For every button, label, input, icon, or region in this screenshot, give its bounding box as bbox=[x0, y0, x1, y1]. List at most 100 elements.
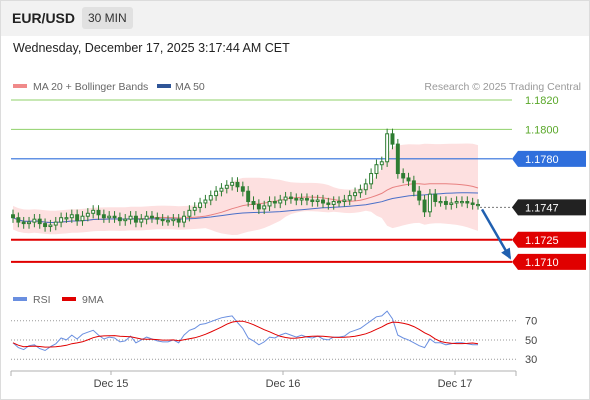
last-level-tag bbox=[512, 199, 586, 216]
price-levels bbox=[11, 99, 516, 263]
candle-body bbox=[256, 203, 261, 210]
candlestick bbox=[144, 211, 149, 225]
candlestick bbox=[278, 194, 283, 209]
candlestick bbox=[363, 178, 368, 195]
candle-body bbox=[427, 193, 432, 213]
candle-body bbox=[96, 209, 101, 216]
candlestick bbox=[256, 199, 261, 215]
bollinger-bands bbox=[13, 143, 478, 235]
candlestick bbox=[230, 177, 235, 191]
candle-body bbox=[454, 201, 459, 204]
timeframe-selector[interactable]: 30 MIN bbox=[82, 7, 133, 29]
resistance-level-label: 1.1820 bbox=[525, 95, 559, 107]
candle-body bbox=[133, 215, 138, 223]
candlestick bbox=[192, 202, 197, 216]
candle-body bbox=[27, 221, 32, 225]
candle-body bbox=[107, 215, 112, 219]
candle-body bbox=[171, 218, 176, 222]
candlestick bbox=[411, 175, 416, 197]
candle-body bbox=[347, 195, 352, 201]
candle-body bbox=[64, 217, 69, 220]
candlestick bbox=[59, 212, 64, 228]
candle-body bbox=[240, 186, 245, 192]
candlestick bbox=[235, 177, 240, 192]
candlestick bbox=[117, 212, 122, 226]
ma50-legend-label: MA 50 bbox=[175, 81, 205, 93]
candlestick bbox=[219, 183, 224, 197]
candlestick bbox=[123, 214, 128, 226]
level-labels: 1.1820 1.1800 1.1780 1.1747 1.1725 1.1710 bbox=[512, 95, 586, 270]
candlestick bbox=[294, 193, 299, 206]
candle-body bbox=[342, 199, 347, 203]
candlestick bbox=[427, 189, 432, 217]
moving-averages bbox=[12, 183, 479, 224]
x-tick-label: Dec 17 bbox=[438, 378, 473, 390]
pivot-level-label: 1.1780 bbox=[525, 154, 559, 166]
candlestick bbox=[85, 208, 90, 222]
candle-body bbox=[251, 201, 256, 205]
candle-body bbox=[379, 161, 384, 166]
candlestick bbox=[315, 194, 320, 207]
candle-body bbox=[166, 220, 170, 223]
candle-body bbox=[139, 218, 144, 223]
rsi-tick-label: 30 bbox=[525, 354, 537, 366]
candle-body bbox=[443, 201, 448, 205]
last-level-label: 1.1747 bbox=[525, 202, 559, 214]
candle-body bbox=[43, 223, 48, 228]
forecast-arrow-shaft bbox=[480, 208, 512, 259]
rsi-line bbox=[12, 310, 478, 352]
candle-body bbox=[272, 201, 277, 204]
candle-body bbox=[476, 203, 480, 207]
candle-body bbox=[155, 217, 160, 220]
candle-body bbox=[406, 177, 411, 182]
candlestick bbox=[16, 212, 21, 228]
candlestick bbox=[288, 191, 293, 204]
timestamp: Wednesday, December 17, 2025 3:17:44 AM … bbox=[13, 41, 290, 55]
candlestick bbox=[37, 214, 42, 229]
forecast-arrow-head bbox=[501, 247, 512, 260]
candlestick bbox=[214, 186, 219, 201]
main-legend: MA 20 + Bollinger Bands MA 50 Research ©… bbox=[13, 81, 581, 93]
candlestick bbox=[342, 194, 347, 207]
candle-body bbox=[433, 193, 438, 203]
candlestick bbox=[160, 214, 165, 226]
candle-body bbox=[128, 215, 133, 220]
candle-body bbox=[91, 209, 96, 214]
candlestick bbox=[128, 211, 133, 225]
candlestick bbox=[433, 189, 438, 207]
candlestick bbox=[53, 216, 58, 231]
candle-body bbox=[304, 198, 309, 201]
candle-body bbox=[69, 214, 74, 219]
candlestick bbox=[176, 214, 181, 228]
candle-body bbox=[235, 181, 240, 188]
candlestick bbox=[139, 214, 144, 228]
candle-body bbox=[262, 205, 267, 210]
candle-body bbox=[80, 215, 85, 222]
candle-body bbox=[59, 217, 64, 223]
rsi-ma-legend-swatch bbox=[62, 297, 76, 301]
candle-body bbox=[203, 199, 208, 204]
rsi-tick-label: 50 bbox=[525, 335, 537, 347]
instrument-symbol: EUR/USD bbox=[12, 10, 76, 26]
candle-body bbox=[230, 181, 235, 186]
candlestick bbox=[470, 197, 475, 210]
candlestick bbox=[454, 196, 459, 209]
candlestick bbox=[326, 197, 331, 210]
candlestick bbox=[69, 209, 74, 223]
candlestick bbox=[246, 186, 251, 207]
candlestick bbox=[75, 209, 80, 226]
forecast-arrow bbox=[480, 208, 512, 260]
candlestick bbox=[21, 216, 26, 229]
candlestick bbox=[43, 218, 48, 232]
candlestick bbox=[337, 196, 342, 207]
ma20-legend-swatch bbox=[13, 84, 27, 88]
candle-body bbox=[465, 201, 470, 204]
top-bar: EUR/USD 30 MIN bbox=[0, 0, 590, 36]
candle-body bbox=[75, 214, 80, 222]
support-level-label: 1.1710 bbox=[525, 257, 559, 269]
candlestick bbox=[385, 128, 390, 167]
candlestick bbox=[321, 194, 325, 209]
candlestick bbox=[401, 168, 406, 184]
candle-body bbox=[32, 218, 37, 223]
resistance-level-label: 1.1800 bbox=[525, 124, 559, 136]
